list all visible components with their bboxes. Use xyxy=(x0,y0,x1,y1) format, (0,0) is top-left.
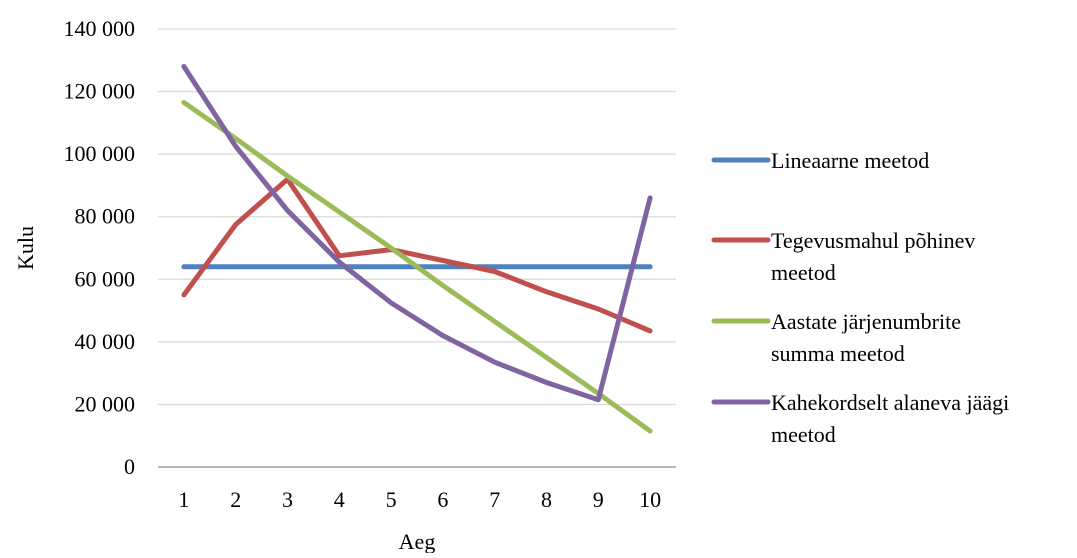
x-tick-label: 8 xyxy=(541,487,552,512)
legend-label-line: meetod xyxy=(771,422,836,447)
series-lines xyxy=(181,64,653,434)
y-tick-label: 40 000 xyxy=(75,329,136,354)
x-tick-label: 6 xyxy=(437,487,448,512)
y-tick-label: 100 000 xyxy=(64,141,136,166)
legend-item-4: Kahekordselt alaneva jäägi meetod xyxy=(711,390,1009,447)
series-line-4 xyxy=(181,64,653,403)
legend-label-line: Lineaarne meetod xyxy=(771,148,929,173)
legend-label: Kahekordselt alaneva jäägi meetod xyxy=(771,390,1009,447)
y-tick-label: 0 xyxy=(124,454,135,479)
legend-label: Aastate järjenumbrite summa meetod xyxy=(771,309,961,366)
x-axis-title: Aeg xyxy=(399,529,436,553)
x-tick-label: 4 xyxy=(334,487,345,512)
y-axis-title: Kulu xyxy=(13,226,38,270)
x-tick-label: 3 xyxy=(282,487,293,512)
legend-item-2: Tegevusmahul põhinev meetod xyxy=(711,228,975,285)
legend-label: Lineaarne meetod xyxy=(771,148,929,173)
x-tick-label: 1 xyxy=(178,487,189,512)
series-line-3 xyxy=(181,100,653,434)
x-tick-label: 10 xyxy=(639,487,661,512)
x-tick-labels: 1 2 3 4 5 6 7 8 9 10 xyxy=(178,487,661,512)
y-tick-label: 60 000 xyxy=(75,266,136,291)
legend-label-line: Aastate järjenumbrite xyxy=(771,309,961,334)
y-tick-label: 20 000 xyxy=(75,391,136,416)
legend-item-3: Aastate järjenumbrite summa meetod xyxy=(711,309,961,366)
legend-label-line: Kahekordselt alaneva jäägi xyxy=(771,390,1009,415)
legend-label-line: meetod xyxy=(771,260,836,285)
x-tick-label: 5 xyxy=(386,487,397,512)
x-tick-label: 9 xyxy=(593,487,604,512)
y-tick-label: 80 000 xyxy=(75,204,136,229)
legend-item-1: Lineaarne meetod xyxy=(711,148,929,173)
y-tick-label: 120 000 xyxy=(64,79,136,104)
legend: Lineaarne meetod Tegevusmahul põhinev meet… xyxy=(711,148,1009,447)
x-tick-label: 2 xyxy=(230,487,241,512)
legend-label-line: summa meetod xyxy=(771,341,905,366)
y-tick-labels: 0 20 000 40 000 60 000 80 000 100 000 120 000 1… xyxy=(64,16,136,479)
y-tick-label: 140 000 xyxy=(64,16,136,41)
series-line-2 xyxy=(181,176,653,334)
legend-label-line: Tegevusmahul põhinev xyxy=(771,228,975,253)
x-tick-label: 7 xyxy=(489,487,500,512)
legend-label: Tegevusmahul põhinev meetod xyxy=(771,228,975,285)
